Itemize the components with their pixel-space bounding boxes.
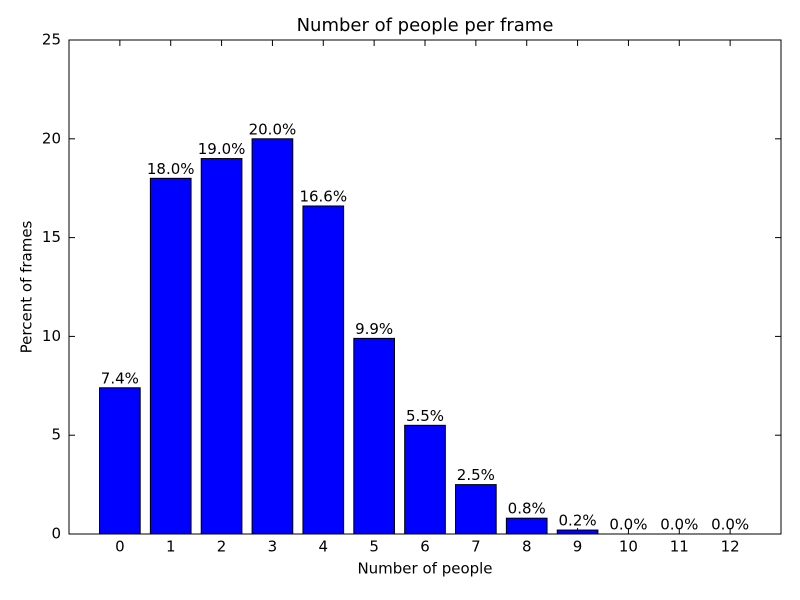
x-tick-label: 7: [471, 538, 481, 556]
chart-title: Number of people per frame: [297, 15, 554, 36]
bar: [404, 424, 446, 535]
bar: [556, 529, 599, 535]
data-label: 0.2%: [559, 512, 597, 530]
data-label: 18.0%: [147, 160, 195, 178]
y-tick-label: 10: [42, 327, 61, 345]
x-tick-label: 9: [573, 538, 583, 556]
x-tick-label: 11: [670, 538, 689, 556]
data-label: 20.0%: [249, 120, 297, 138]
x-tick-label: 4: [319, 538, 329, 556]
x-tick-label: 8: [522, 538, 532, 556]
data-label: 2.5%: [457, 466, 495, 484]
x-tick-label: 12: [721, 538, 740, 556]
data-label: 9.9%: [355, 320, 393, 338]
y-tick-label: 15: [42, 228, 61, 246]
data-label: 0.0%: [609, 516, 647, 534]
data-label: 7.4%: [101, 369, 139, 387]
data-label: 0.0%: [660, 516, 698, 534]
data-label: 16.6%: [299, 187, 347, 205]
y-tick-label: 20: [42, 129, 61, 147]
x-tick-label: 3: [268, 538, 278, 556]
y-axis-label: Percent of frames: [18, 220, 36, 353]
data-label: 19.0%: [198, 140, 246, 158]
plot-frame: [68, 39, 782, 535]
x-tick-label: 6: [420, 538, 430, 556]
y-tick-label: 25: [42, 31, 61, 49]
x-tick-label: 5: [369, 538, 379, 556]
bar: [149, 177, 192, 535]
y-tick-label: 0: [51, 525, 61, 543]
bar: [505, 517, 548, 535]
x-axis-label: Number of people: [357, 560, 492, 578]
x-tick-label: 2: [217, 538, 227, 556]
x-tick-label: 10: [619, 538, 638, 556]
bar: [353, 337, 395, 535]
bar: [99, 387, 141, 535]
bar: [200, 158, 243, 535]
x-tick-label: 1: [166, 538, 176, 556]
data-label: 5.5%: [406, 407, 444, 425]
data-label: 0.0%: [711, 516, 749, 534]
bar: [302, 205, 345, 535]
bar: [455, 484, 497, 535]
bar: [251, 138, 294, 535]
y-tick-label: 5: [51, 426, 61, 444]
data-label: 0.8%: [508, 500, 546, 518]
x-tick-label: 0: [115, 538, 125, 556]
